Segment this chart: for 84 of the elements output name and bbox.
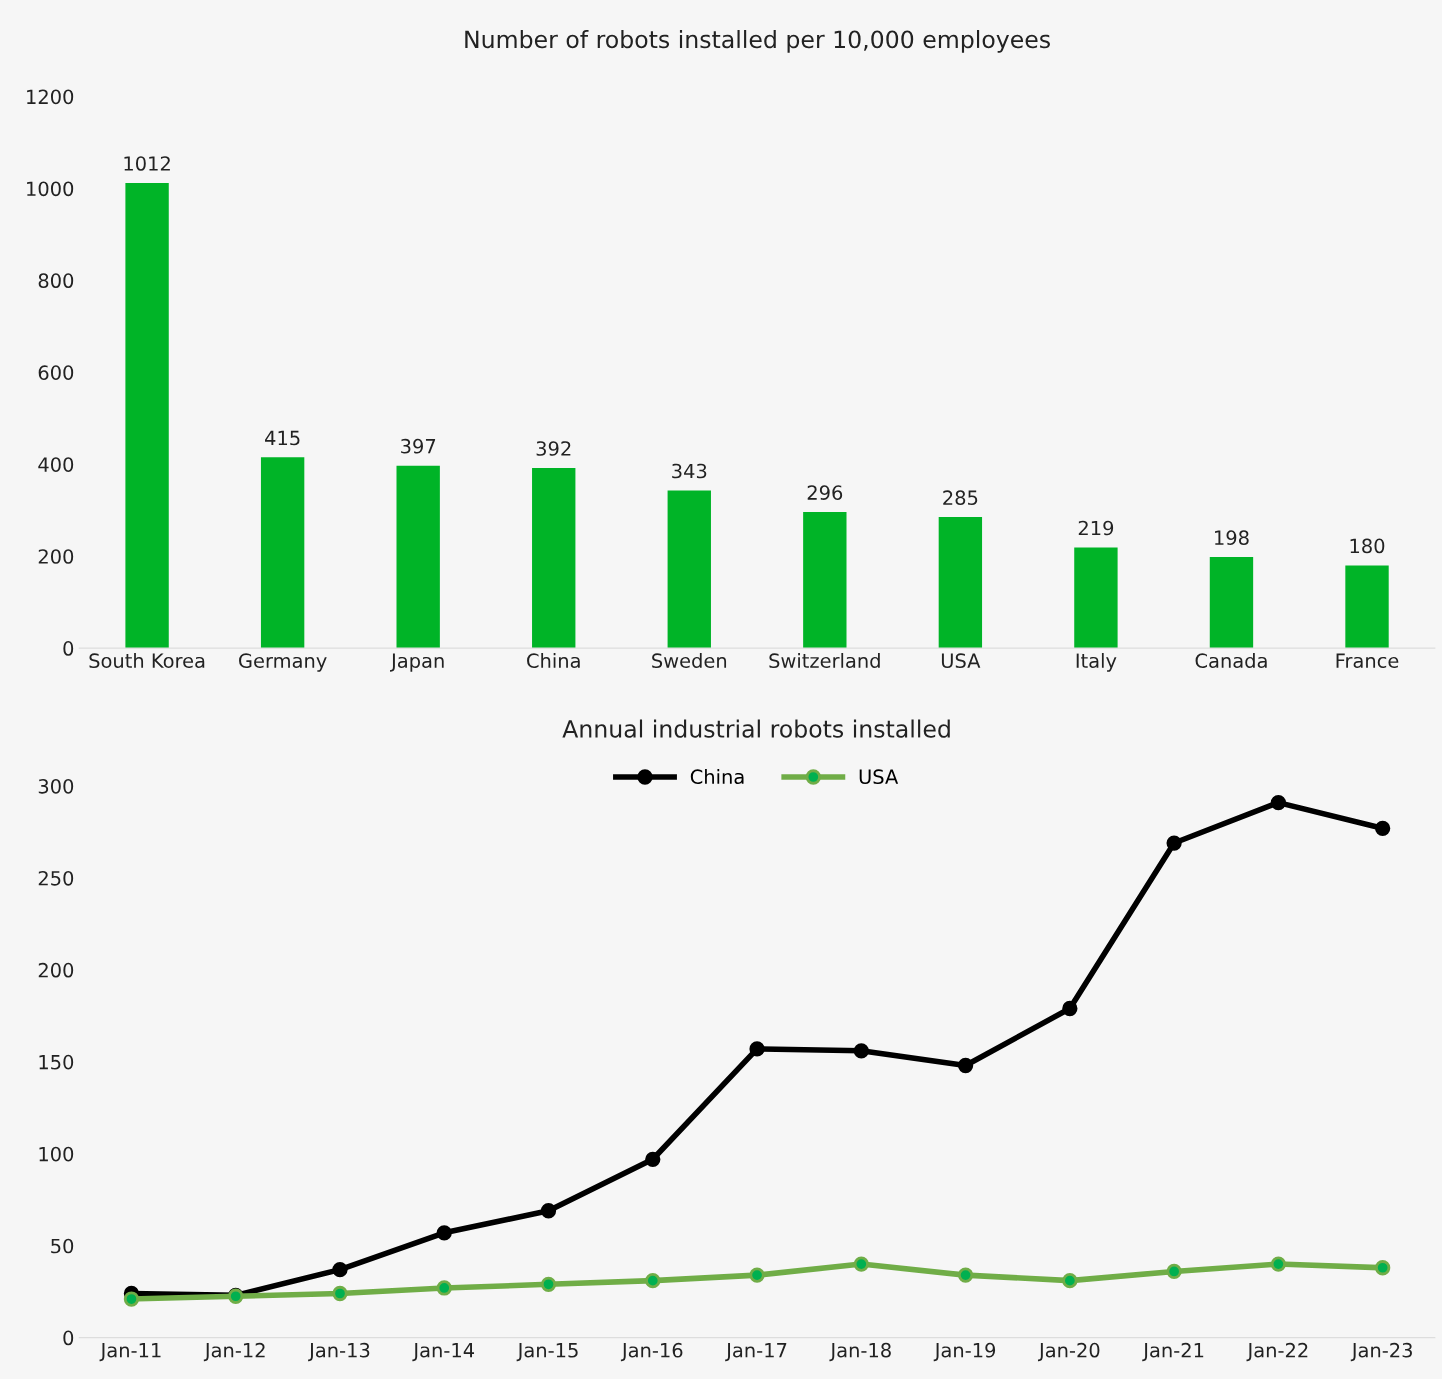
x-tick-label: Italy [1076, 652, 1117, 672]
y-tick-label: 0 [63, 1330, 74, 1346]
chart-title: Number of robots installed per 10,000 employees [465, 29, 1050, 53]
x-tick-label: France [1336, 653, 1399, 669]
x-tick-label: Japan [390, 653, 444, 672]
y-tick-label: 1000 [27, 181, 74, 197]
x-tick-label: Jan-18 [829, 1342, 891, 1362]
y-tick-label: 100 [39, 1146, 74, 1162]
x-tick-label: South Korea [89, 652, 205, 669]
data-label: 180 [1350, 538, 1385, 554]
bar [667, 490, 711, 649]
point [1166, 1263, 1182, 1280]
point [1270, 794, 1287, 811]
point [1062, 1272, 1078, 1289]
bar [803, 512, 847, 649]
data-label: 392 [536, 441, 571, 456]
data-label: 198 [1215, 530, 1249, 546]
x-tick-label: Jan-11 [99, 1343, 161, 1362]
point [749, 1267, 765, 1283]
point [645, 1272, 661, 1289]
x-tick-label: Jan-14 [412, 1343, 475, 1362]
y-tick-label: 50 [51, 1238, 74, 1254]
data-label: 343 [672, 463, 707, 479]
data-label: 219 [1078, 520, 1114, 536]
y-tick-label: 150 [39, 1054, 74, 1070]
point [1270, 1256, 1287, 1272]
data-label: 415 [265, 430, 300, 446]
point [1375, 820, 1391, 836]
data-label: 1012 [124, 156, 170, 171]
point [957, 1267, 974, 1283]
legend-label: USA [859, 769, 899, 785]
point [645, 1151, 661, 1167]
x-tick-label: Jan-17 [725, 1343, 787, 1362]
point [853, 1043, 869, 1059]
bar [125, 182, 169, 649]
x-tick-label: Sweden [652, 652, 727, 669]
y-tick-label: 300 [38, 778, 74, 794]
bar [1209, 557, 1254, 649]
point [1166, 835, 1182, 851]
x-tick-label: USA [941, 653, 981, 669]
y-tick-label: 400 [38, 457, 74, 472]
point [436, 1280, 452, 1296]
x-tick-label: Jan-20 [1037, 1342, 1100, 1362]
bar [1074, 547, 1118, 649]
bar [396, 465, 440, 649]
x-tick-label: China [527, 652, 580, 669]
x-tick-label: Jan-16 [620, 1342, 683, 1362]
x-tick-label: Jan-12 [203, 1342, 265, 1362]
point [332, 1261, 348, 1278]
point [853, 1256, 869, 1272]
x-tick-label: Jan-21 [1142, 1342, 1204, 1362]
y-tick-label: 0 [63, 641, 74, 656]
x-tick-label: Canada [1195, 652, 1267, 669]
point [749, 1041, 765, 1057]
legend-label: China [690, 769, 744, 785]
point [540, 1203, 557, 1219]
y-tick-label: 250 [38, 870, 74, 886]
bar [532, 467, 576, 649]
bar [938, 517, 983, 649]
point [123, 1291, 140, 1307]
point [957, 1057, 974, 1074]
point [1375, 1260, 1391, 1276]
point [332, 1285, 348, 1302]
data-label: 296 [807, 485, 843, 500]
x-tick-label: Jan-13 [308, 1342, 370, 1362]
point [540, 1276, 557, 1292]
y-tick-label: 800 [38, 273, 74, 289]
chart-title: Annual industrial robots installed [562, 719, 950, 738]
y-tick-label: 600 [38, 365, 74, 380]
point [1062, 1000, 1078, 1017]
y-tick-label: 1200 [27, 89, 74, 105]
y-tick-label: 200 [38, 962, 74, 978]
x-tick-label: Jan-22 [1246, 1342, 1308, 1362]
data-label: 397 [401, 438, 436, 454]
data-label: 285 [943, 490, 978, 506]
x-tick-label: Germany [239, 653, 327, 672]
bar [260, 457, 305, 649]
bar [1345, 565, 1389, 649]
x-tick-label: Switzerland [769, 652, 880, 669]
x-tick-label: Jan-19 [933, 1342, 996, 1362]
point [436, 1225, 452, 1241]
x-tick-label: Jan-23 [1350, 1342, 1412, 1362]
x-tick-label: Jan-15 [516, 1343, 578, 1362]
y-tick-label: 200 [38, 549, 74, 564]
